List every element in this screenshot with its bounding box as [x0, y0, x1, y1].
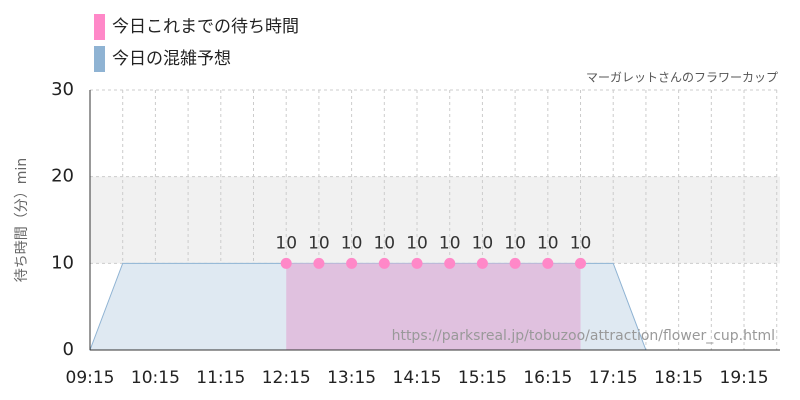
point [346, 257, 358, 269]
x-tick-label: 16:15 [523, 368, 572, 388]
x-tick-label: 10:15 [131, 368, 180, 388]
y-tick-label: 30 [51, 79, 74, 100]
x-tick-label: 15:15 [458, 368, 507, 388]
data-label: 10 [537, 233, 559, 253]
y-tick-label: 20 [51, 166, 74, 187]
data-label: 10 [308, 233, 330, 253]
band [90, 176, 780, 264]
data-label: 10 [570, 233, 592, 253]
point [444, 257, 456, 269]
y-axis-label: 待ち時間（分）min [14, 158, 30, 282]
data-label: 10 [275, 233, 297, 253]
legend-label: 今日の混雑予想 [112, 49, 231, 69]
area [286, 263, 581, 350]
point [280, 257, 292, 269]
point [411, 257, 423, 269]
point [575, 257, 587, 269]
data-label: 10 [472, 233, 494, 253]
x-tick-label: 12:15 [262, 368, 311, 388]
legend-swatch [94, 14, 105, 40]
chart-title: マーガレットさんのフラワーカップ [586, 71, 778, 85]
watermark: https://parksreal.jp/tobuzoo/attraction/… [392, 328, 775, 344]
y-tick-label: 0 [63, 339, 74, 360]
data-label: 10 [439, 233, 461, 253]
x-tick-label: 19:15 [720, 368, 769, 388]
legend-label: 今日これまでの待ち時間 [112, 17, 299, 37]
point [378, 257, 390, 269]
x-tick-label: 09:15 [66, 368, 115, 388]
x-tick-label: 13:15 [327, 368, 376, 388]
point [313, 257, 325, 269]
x-tick-label: 18:15 [654, 368, 703, 388]
x-tick-label: 11:15 [196, 368, 245, 388]
point [509, 257, 521, 269]
point [476, 257, 488, 269]
y-tick-label: 10 [51, 252, 74, 273]
legend-swatch [94, 46, 105, 72]
data-label: 10 [504, 233, 526, 253]
data-label: 10 [406, 233, 428, 253]
data-label: 10 [373, 233, 395, 253]
x-tick-label: 14:15 [393, 368, 442, 388]
data-label: 10 [341, 233, 363, 253]
x-tick-label: 17:15 [589, 368, 638, 388]
point [542, 257, 554, 269]
